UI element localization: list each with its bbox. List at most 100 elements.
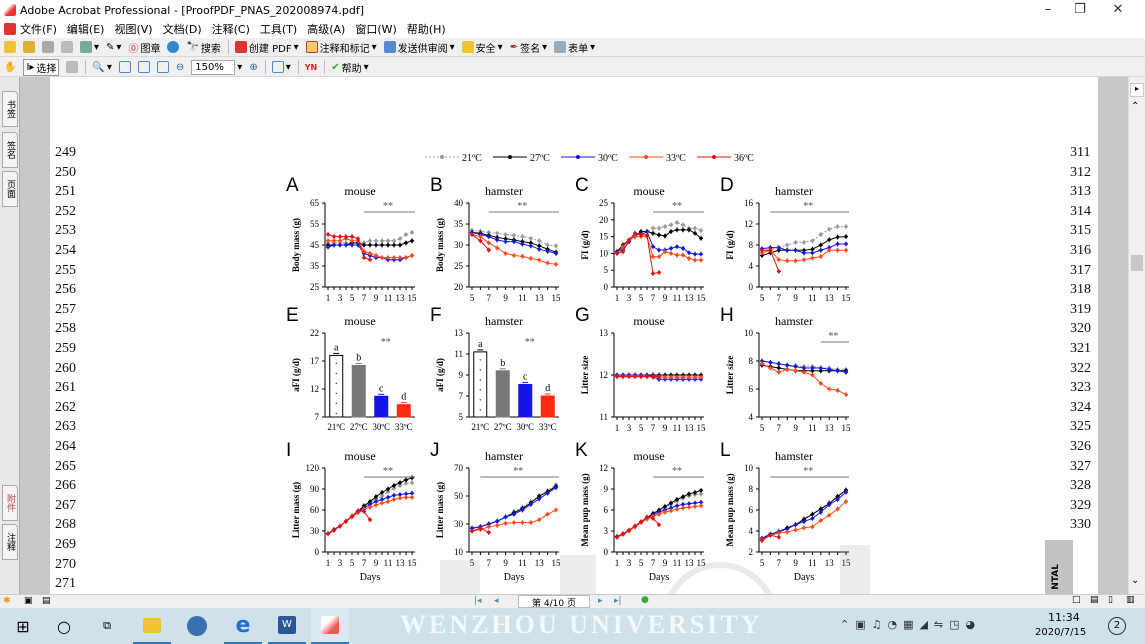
start-button[interactable]: ⊞ <box>4 608 42 644</box>
folder-icon <box>143 617 161 633</box>
send-review-button[interactable]: 发送供审阅 ▾ <box>383 40 455 55</box>
word-button[interactable]: W <box>268 608 306 644</box>
security-button[interactable]: 安全 ▾ <box>461 40 503 55</box>
zoom-in-button[interactable]: ⊕ <box>249 62 257 73</box>
select-tool-button[interactable]: I▸ 选择 <box>23 58 60 76</box>
attach-button[interactable]: ✎ ▾ <box>106 41 122 53</box>
app-globe-button[interactable] <box>178 608 216 644</box>
tab-comments[interactable]: 注释 <box>2 524 18 560</box>
select-label: 选择 <box>36 63 57 75</box>
acrobat-button[interactable] <box>311 608 349 644</box>
layout-icon[interactable]: ▤ <box>42 596 51 606</box>
restore-icon[interactable]: ❐ <box>1074 2 1086 17</box>
actual-size-button[interactable] <box>118 61 131 73</box>
menu-help[interactable]: 帮助(H) <box>406 23 446 36</box>
tab-attachments[interactable]: 附件 <box>2 485 18 521</box>
help-button[interactable]: ✔ 帮助 ▾ <box>331 61 369 75</box>
menu-tools[interactable]: 工具(T) <box>259 23 298 36</box>
forms-button[interactable]: 表单 ▾ <box>554 40 595 55</box>
line-number: 319 <box>1070 301 1091 317</box>
menu-edit[interactable]: 编辑(E) <box>66 23 105 36</box>
line-number: 314 <box>1070 203 1091 219</box>
task-view-icon: ⧉ <box>103 619 111 632</box>
side-banner-text: NTAL <box>1051 564 1061 590</box>
tab-bookmarks[interactable]: 书签 <box>2 91 18 127</box>
notification-badge[interactable]: 2 <box>1108 617 1126 635</box>
vertical-scrollbar[interactable]: ▸ ⌃ ⌄ <box>1128 77 1145 594</box>
minimize-button[interactable]: – <box>1044 2 1052 17</box>
magnifier-icon: 🔍 <box>92 61 105 73</box>
scroll-down-arrow-icon[interactable]: ⌄ <box>1131 575 1140 586</box>
comment-icon <box>305 41 318 53</box>
email-button[interactable]: ▾ <box>80 41 99 53</box>
youdao-button[interactable]: YN <box>305 63 318 72</box>
clock-date[interactable]: 2020/7/15 <box>1035 627 1087 638</box>
save-button[interactable] <box>42 41 54 53</box>
line-number: 317 <box>1070 262 1091 278</box>
file-explorer-button[interactable] <box>133 608 171 644</box>
go-back-button[interactable]: ● <box>641 595 649 605</box>
first-page-button[interactable]: |◂ <box>474 596 482 606</box>
menu-view[interactable]: 视图(V) <box>114 23 153 36</box>
zoom-level-input[interactable]: 150% <box>191 59 236 75</box>
next-page-button[interactable]: ▸ <box>598 596 603 606</box>
hand-tool-button[interactable]: ✋ <box>4 62 16 73</box>
line-number: 311 <box>1070 145 1091 160</box>
task-view-button[interactable]: ⧉ <box>88 608 126 644</box>
menu-advanced[interactable]: 高级(A) <box>307 23 346 36</box>
status-icon: ✱ <box>3 596 11 606</box>
line-number: 265 <box>55 458 76 474</box>
continuous-facing-icon[interactable]: ▥ <box>1126 595 1135 605</box>
search-button[interactable]: 🔭 搜索 <box>186 40 220 55</box>
open-button[interactable] <box>4 41 16 53</box>
page-number-field[interactable]: 第 4/10 页 <box>518 595 590 609</box>
system-tray-icons[interactable]: ⌃▣♫◔▦◢⇋◳◕ <box>840 618 982 631</box>
page-layout-icon <box>271 61 284 73</box>
sign-button[interactable]: ✒ 签名 ▾ <box>509 41 548 55</box>
tab-signatures[interactable]: 签名 <box>2 132 18 168</box>
line-number: 261 <box>55 380 76 396</box>
stamp-button[interactable]: ⓪ 图章 <box>128 40 160 55</box>
globe-button[interactable] <box>167 41 180 53</box>
menu-comments[interactable]: 注释(C) <box>211 23 250 36</box>
globe-icon <box>167 41 180 53</box>
zoom-out-button[interactable]: ⊖ <box>176 62 184 73</box>
tab-pages[interactable]: 页面 <box>2 171 18 207</box>
page-view-icon[interactable]: ▣ <box>24 596 33 606</box>
facing-icon[interactable]: ▯ <box>1108 595 1113 605</box>
edge-icon: e <box>235 612 251 638</box>
single-page-icon[interactable]: □ <box>1072 595 1081 605</box>
line-number: 318 <box>1070 282 1091 298</box>
zoom-tool-button[interactable]: 🔍 ▾ <box>92 61 112 73</box>
edge-button[interactable]: e <box>224 608 262 644</box>
scroll-thumb[interactable] <box>1131 255 1143 271</box>
menu-document[interactable]: 文档(D) <box>162 23 202 36</box>
send-review-icon <box>383 41 396 53</box>
line-number: 329 <box>1070 497 1091 513</box>
menu-file[interactable]: 文件(F) <box>20 23 57 36</box>
fit-width-button[interactable] <box>156 61 169 73</box>
clock-time[interactable]: 11:34 <box>1048 611 1080 624</box>
scroll-right-arrow-icon[interactable]: ▸ <box>1130 83 1144 97</box>
status-bar: ✱ ▣ ▤ |◂ ◂ 第 4/10 页 ▸ ▸| ● □ ▤ ▯ ▥ <box>0 594 1145 609</box>
fit-width-icon <box>156 61 169 73</box>
line-number: 252 <box>55 203 76 219</box>
create-pdf-button[interactable]: 创建 PDF ▾ <box>234 40 299 55</box>
continuous-icon[interactable]: ▤ <box>1090 595 1099 605</box>
zoom-dropdown-icon[interactable]: ▾ <box>237 61 243 73</box>
search-taskbar-button[interactable]: ○ <box>45 608 83 644</box>
stamp-icon: ⓪ <box>128 43 139 55</box>
last-page-button[interactable]: ▸| <box>614 596 622 606</box>
previous-page-button[interactable]: ◂ <box>494 596 499 606</box>
fit-page-button[interactable] <box>137 61 150 73</box>
help-icon: ✔ <box>331 61 340 73</box>
organizer-button[interactable] <box>23 41 35 53</box>
print-button[interactable] <box>61 41 73 53</box>
snapshot-button[interactable] <box>66 61 79 73</box>
close-button[interactable]: ✕ <box>1112 2 1124 17</box>
email-icon <box>80 41 92 53</box>
menu-window[interactable]: 窗口(W) <box>355 23 397 36</box>
rotate-view-button[interactable]: ▾ <box>271 61 291 73</box>
comment-markup-button[interactable]: 注释和标记 ▾ <box>305 40 377 55</box>
scroll-up-arrow-icon[interactable]: ⌃ <box>1131 101 1140 112</box>
